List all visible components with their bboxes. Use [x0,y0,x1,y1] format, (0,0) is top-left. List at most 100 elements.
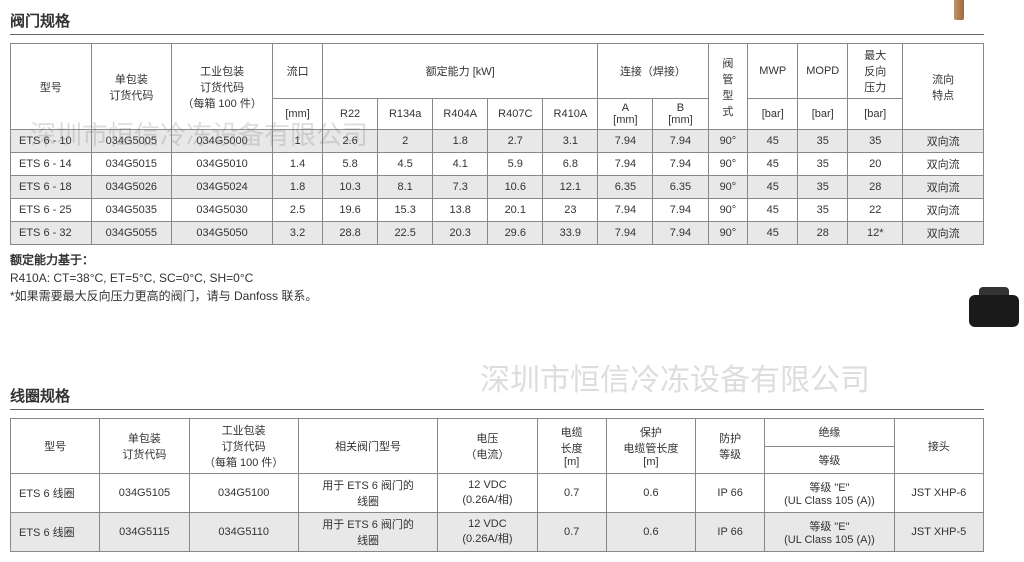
coil-col-conn: 接头 [894,419,983,474]
coil-spec-table: 型号 单包装 订货代码 工业包装 订货代码 （每箱 100 件） 相关阀门型号 … [10,418,984,552]
table-cell: 22.5 [378,222,433,245]
table-cell: 10.3 [323,176,378,199]
table-cell: 双向流 [903,222,984,245]
table-cell: 0.6 [606,474,695,513]
table-cell: 7.94 [653,130,708,153]
col-port: 流口 [273,44,323,99]
table-cell: 10.6 [488,176,543,199]
col-bar-mopd: [bar] [798,99,848,130]
table-cell: 35 [848,130,903,153]
table-cell: 1.4 [273,153,323,176]
table-cell: 12* [848,222,903,245]
table-cell: 7.94 [598,153,653,176]
table-cell: ETS 6 - 14 [11,153,92,176]
table-cell: 22 [848,199,903,222]
table-cell: 2.6 [323,130,378,153]
note-line2: R410A: CT=38°C, ET=5°C, SC=0°C, SH=0°C [10,271,253,285]
table-row: ETS 6 线圈034G5105034G5100用于 ETS 6 阀门的 线圈1… [11,474,984,513]
coil-section-title: 线圈规格 [10,385,984,410]
table-cell: 双向流 [903,153,984,176]
table-cell: 28.8 [323,222,378,245]
col-connection: 连接（焊接） [598,44,708,99]
valve-spec-table: 型号 单包装 订货代码 工业包装 订货代码 （每箱 100 件） 流口 额定能力… [10,43,984,245]
table-cell: 用于 ETS 6 阀门的 线圈 [298,474,437,513]
table-cell: 034G5010 [172,153,273,176]
col-r404a: R404A [433,99,488,130]
coil-col-model: 型号 [11,419,100,474]
table-cell: 35 [798,176,848,199]
col-industrial-pack: 工业包装 订货代码 （每箱 100 件） [172,44,273,130]
table-cell: 15.3 [378,199,433,222]
table-row: ETS 6 - 14034G5015034G50101.45.84.54.15.… [11,153,984,176]
table-cell: ETS 6 - 18 [11,176,92,199]
coil-col-pc: 防护 等级 [696,419,765,474]
table-cell: 034G5000 [172,130,273,153]
table-cell: 用于 ETS 6 阀门的 线圈 [298,513,437,552]
table-cell: 45 [748,153,798,176]
table-cell: 12.1 [543,176,598,199]
table-cell: 28 [848,176,903,199]
table-cell: 双向流 [903,176,984,199]
table-cell: 034G5035 [91,199,172,222]
table-cell: IP 66 [696,474,765,513]
table-cell: JST XHP-6 [894,474,983,513]
table-cell: 19.6 [323,199,378,222]
table-cell: 4.5 [378,153,433,176]
table-row: ETS 6 - 10034G5005034G500012.621.82.73.1… [11,130,984,153]
table-cell: 034G5100 [189,474,298,513]
table-cell: 5.8 [323,153,378,176]
coil-col-class: 等级 [765,446,894,474]
table-cell: 034G5110 [189,513,298,552]
table-cell: 13.8 [433,199,488,222]
table-cell: 33.9 [543,222,598,245]
table-cell: 20 [848,153,903,176]
table-cell: 7.94 [598,199,653,222]
table-cell: 35 [798,130,848,153]
table-cell: 90° [708,153,748,176]
col-single-pack: 单包装 订货代码 [91,44,172,130]
col-bar-mr: [bar] [848,99,903,130]
note-line3: *如果需要最大反向压力更高的阀门，请与 Danfoss 联系。 [10,289,317,303]
table-cell: 034G5024 [172,176,273,199]
table-cell: 双向流 [903,199,984,222]
coil-product-image [969,295,1024,340]
table-cell: 45 [748,222,798,245]
col-b-mm: B [mm] [653,99,708,130]
col-valve-type: 阀 管 型 式 [708,44,748,130]
table-cell: 45 [748,130,798,153]
table-cell: 2 [378,130,433,153]
col-bar-mwp: [bar] [748,99,798,130]
table-cell: 12 VDC (0.26A/相) [438,474,537,513]
table-cell: 4.1 [433,153,488,176]
table-cell: 034G5115 [100,513,189,552]
table-cell: 90° [708,199,748,222]
col-flow-char: 流向 特点 [903,44,984,130]
table-cell: 034G5055 [91,222,172,245]
table-cell: 45 [748,176,798,199]
table-cell: ETS 6 线圈 [11,474,100,513]
coil-col-sp: 单包装 订货代码 [100,419,189,474]
table-row: ETS 6 - 32034G5055034G50503.228.822.520.… [11,222,984,245]
table-cell: 6.8 [543,153,598,176]
table-cell: 20.1 [488,199,543,222]
table-cell: 35 [798,199,848,222]
table-cell: 7.94 [598,130,653,153]
table-cell: 5.9 [488,153,543,176]
table-cell: ETS 6 线圈 [11,513,100,552]
col-r410a: R410A [543,99,598,130]
table-cell: 034G5050 [172,222,273,245]
table-cell: 等级 "E" (UL Class 105 (A)) [765,474,894,513]
table-cell: 7.94 [653,153,708,176]
table-cell: 7.94 [653,199,708,222]
valve-notes: 额定能力基于： R410A: CT=38°C, ET=5°C, SC=0°C, … [10,251,1024,305]
table-cell: 8.1 [378,176,433,199]
table-row: ETS 6 - 18034G5026034G50241.810.38.17.31… [11,176,984,199]
table-cell: 6.35 [653,176,708,199]
col-a-mm: A [mm] [598,99,653,130]
table-cell: 7.94 [653,222,708,245]
coil-col-rv: 相关阀门型号 [298,419,437,474]
table-row: ETS 6 - 25034G5035034G50302.519.615.313.… [11,199,984,222]
coil-col-pl: 保护 电缆管长度 [m] [606,419,695,474]
coil-col-volt: 电压 （电流） [438,419,537,474]
col-model: 型号 [11,44,92,130]
